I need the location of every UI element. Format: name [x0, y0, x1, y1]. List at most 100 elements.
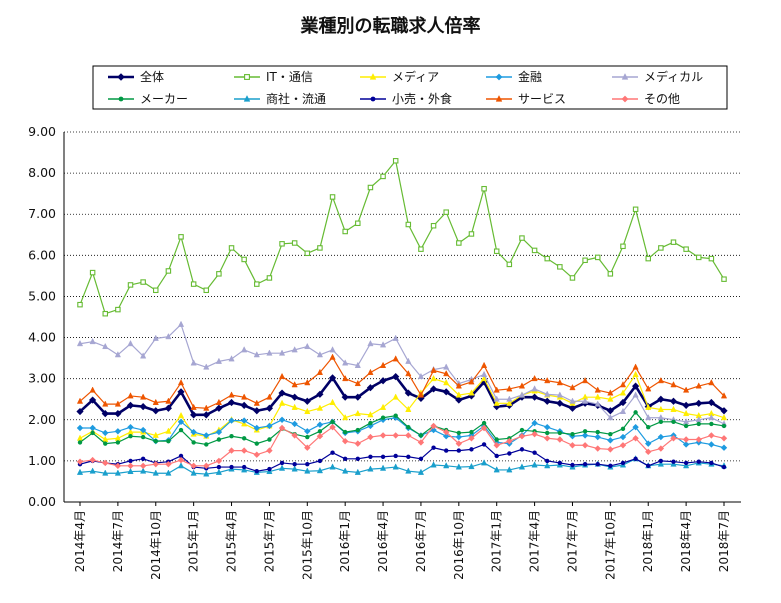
data-point — [153, 438, 158, 444]
data-point — [152, 431, 159, 438]
data-point — [455, 382, 462, 389]
data-point — [468, 231, 475, 237]
data-point — [102, 459, 109, 467]
data-point — [417, 391, 425, 398]
data-point — [254, 441, 259, 446]
data-point — [443, 209, 449, 215]
data-point — [177, 462, 185, 469]
data-point — [89, 386, 96, 393]
legend-item: メディア — [360, 69, 439, 84]
data-point — [633, 456, 638, 462]
data-point — [190, 428, 197, 436]
data-point — [190, 411, 198, 419]
data-point — [657, 405, 664, 412]
data-point — [456, 240, 462, 246]
data-point — [190, 359, 197, 366]
data-point — [519, 427, 525, 433]
x-tick-label: 2016年4月 — [376, 510, 390, 572]
data-point — [102, 400, 109, 407]
data-point — [304, 342, 311, 350]
x-tick-label: 2015年10月 — [300, 510, 314, 580]
data-point — [191, 440, 196, 445]
data-point — [76, 468, 84, 475]
data-point — [241, 256, 247, 263]
data-point — [291, 240, 298, 246]
data-point — [594, 433, 601, 441]
x-tick-label: 2017年4月 — [528, 510, 542, 572]
data-point — [632, 370, 639, 378]
data-point — [76, 397, 84, 404]
data-point — [254, 468, 259, 474]
data-point — [140, 434, 146, 440]
data-point — [89, 396, 97, 404]
data-point — [278, 399, 286, 406]
legend-label: 商社・流通 — [266, 91, 326, 106]
data-point — [76, 458, 84, 465]
data-point — [619, 442, 627, 449]
x-tick-label: 2017年7月 — [565, 510, 579, 572]
data-point — [709, 421, 714, 427]
data-point — [165, 332, 172, 340]
series-1 — [77, 158, 727, 317]
data-point — [243, 95, 251, 102]
data-point — [682, 401, 690, 409]
data-point — [291, 393, 299, 401]
x-tick-label: 2016年1月 — [338, 510, 352, 572]
data-point — [443, 379, 450, 386]
y-tick-label: 8.00 — [28, 165, 56, 180]
data-point — [721, 423, 727, 429]
data-point — [632, 382, 640, 390]
data-point — [392, 158, 399, 164]
data-point — [620, 426, 626, 432]
data-point — [683, 246, 689, 252]
data-point — [379, 403, 387, 410]
data-point — [544, 376, 551, 384]
data-point — [190, 469, 197, 476]
data-point — [215, 404, 223, 412]
data-point — [329, 398, 336, 405]
data-point — [581, 442, 589, 449]
data-point — [241, 393, 248, 400]
data-point — [683, 386, 690, 393]
data-point — [177, 411, 185, 419]
data-point — [582, 429, 588, 434]
data-point — [430, 461, 437, 468]
data-point — [316, 368, 324, 375]
data-point — [430, 374, 437, 382]
data-point — [90, 430, 95, 436]
data-point — [253, 451, 260, 458]
data-point — [152, 398, 159, 405]
data-point — [480, 370, 488, 378]
data-point — [606, 407, 614, 415]
x-tick-label: 2016年7月 — [414, 510, 428, 572]
data-point — [102, 310, 109, 317]
data-point — [430, 366, 437, 373]
data-point — [392, 463, 399, 470]
data-point — [215, 357, 223, 364]
data-point — [405, 357, 412, 364]
data-point — [468, 462, 475, 470]
data-point — [114, 469, 121, 476]
data-point — [165, 397, 172, 404]
data-point — [493, 403, 501, 411]
data-point — [632, 363, 639, 370]
data-point — [607, 389, 614, 396]
data-point — [342, 467, 349, 474]
legend-label: メディカル — [644, 69, 703, 84]
data-point — [278, 424, 286, 432]
data-point — [152, 469, 159, 476]
data-point — [240, 417, 248, 424]
data-point — [203, 470, 210, 477]
data-point — [708, 413, 715, 421]
data-point — [657, 376, 664, 384]
data-point — [292, 461, 297, 467]
data-point — [216, 271, 222, 277]
data-point — [682, 436, 690, 443]
data-point — [646, 424, 651, 430]
data-point — [708, 432, 715, 439]
data-point — [228, 417, 235, 424]
data-point — [140, 393, 147, 400]
series-line — [79, 458, 725, 475]
data-point — [241, 466, 248, 473]
x-tick-label: 2015年4月 — [225, 510, 239, 572]
